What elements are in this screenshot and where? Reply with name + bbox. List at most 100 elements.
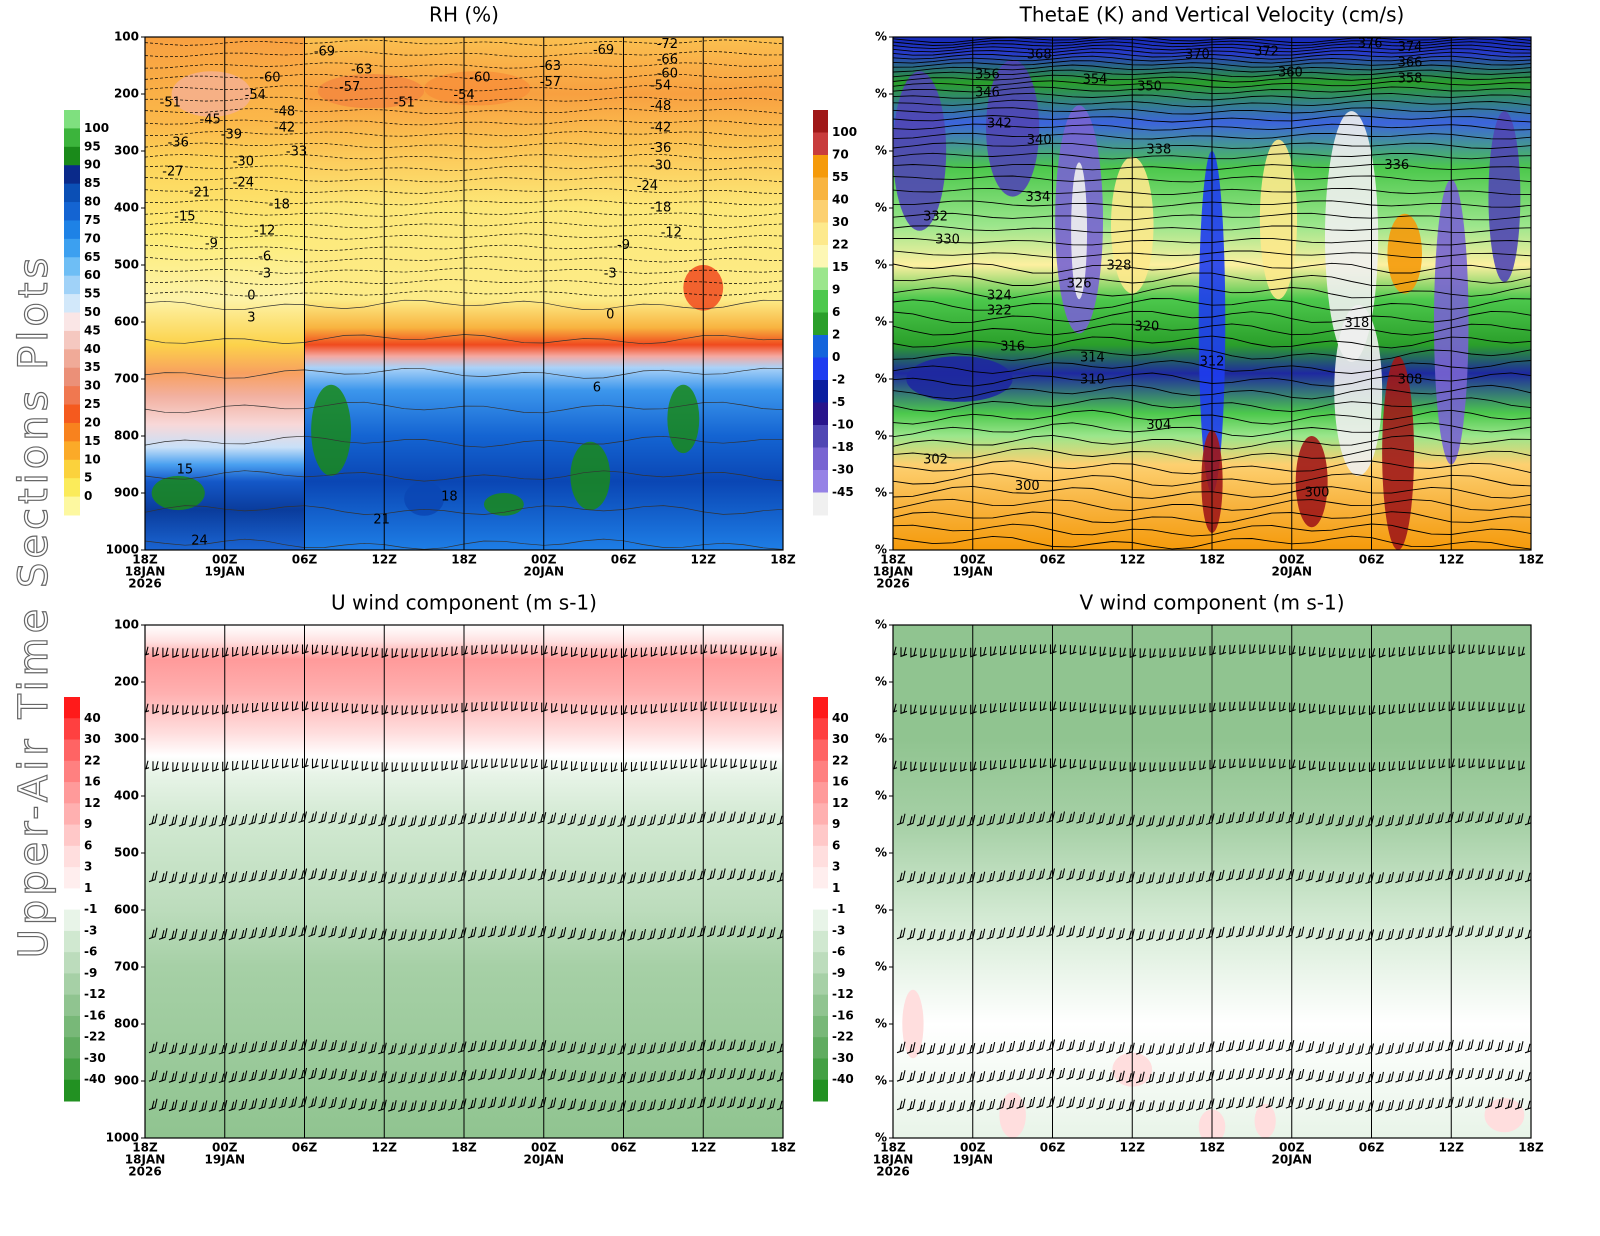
y-tick-label: 500 [114, 846, 139, 860]
x-tick-label: 18Z [770, 1141, 796, 1155]
colorbar-box [64, 146, 80, 166]
contour-label: -60 [259, 71, 280, 86]
colorbar-box [64, 183, 80, 203]
y-tick-label: 700 [114, 960, 139, 974]
contour-label: -69 [314, 44, 335, 59]
colorbar-box [64, 909, 80, 932]
x-tick-label: 12Z [1120, 553, 1146, 567]
x-tick-label: 00Z [531, 1141, 557, 1155]
contour-label: -57 [339, 80, 360, 95]
isotherm [145, 108, 783, 114]
y-tick-label: 300 [114, 144, 139, 158]
x-tick-label: 06Z [1040, 553, 1066, 567]
colorbar-label: 70 [832, 148, 849, 162]
contour-label: -12 [661, 226, 682, 241]
contour-label: 354 [1083, 72, 1108, 87]
wind-barbs [893, 644, 1526, 659]
colorbar-box [813, 132, 828, 156]
contour-label: -72 [657, 37, 678, 52]
contour-label: -48 [274, 105, 295, 120]
y-tick-label: % [875, 846, 887, 860]
colorbar-box [64, 845, 80, 868]
x-date-label: 18JAN [125, 565, 166, 579]
contour-label: -36 [650, 141, 671, 156]
x-tick-label: 18Z [1518, 553, 1544, 567]
contour-label: -18 [269, 198, 290, 213]
chart-title: RH (%) [429, 3, 499, 27]
colorbar-box [813, 200, 828, 223]
y-tick-label: % [875, 1017, 887, 1031]
y-tick-label: 900 [114, 1074, 139, 1088]
colorbar-box [64, 760, 80, 783]
contour-label: -9 [205, 236, 218, 251]
thetae-region [906, 356, 1013, 402]
colorbar-label: 3 [832, 860, 840, 874]
contour-label: 342 [987, 117, 1012, 132]
contour-label: 0 [247, 288, 255, 303]
y-tick-label: % [875, 618, 887, 632]
isotherm [145, 233, 783, 240]
x-date-label: 20JAN [1272, 565, 1313, 579]
colorbar-box [64, 1079, 80, 1102]
contour-label: 370 [1185, 48, 1210, 63]
colorbar-box [64, 1015, 80, 1038]
v-region [999, 1092, 1026, 1138]
colorbar-label: -9 [832, 966, 845, 980]
colorbar-label: 70 [84, 231, 101, 245]
y-tick-label: % [875, 675, 887, 689]
isotherm [145, 267, 783, 274]
x-date-label: 19JAN [953, 1153, 994, 1167]
x-date-label: 18JAN [873, 1153, 914, 1167]
y-tick-label: 100 [114, 30, 139, 44]
colorbar-box [813, 447, 828, 471]
colorbar-label: 100 [84, 121, 109, 135]
colorbar-label: 16 [84, 775, 101, 789]
x-tick-label: 06Z [1359, 1141, 1385, 1155]
isotherm [145, 73, 783, 80]
colorbar-label: -30 [832, 463, 854, 477]
isotherm [145, 210, 783, 217]
x-date-label: 20JAN [524, 565, 565, 579]
x-tick-label: 18Z [1518, 1141, 1544, 1155]
colorbar-box [64, 952, 80, 974]
colorbar-box [813, 952, 828, 974]
thetae-region [1387, 213, 1423, 294]
contour-label: 366 [1398, 56, 1423, 71]
contour-label: 24 [191, 533, 208, 548]
x-tick-label: 00Z [212, 1141, 238, 1155]
y-tick-label: % [875, 144, 887, 158]
y-tick-label: % [875, 372, 887, 386]
rh-region [317, 74, 425, 109]
contour-label: -51 [160, 96, 181, 111]
rh-region [151, 475, 205, 511]
y-tick-label: 800 [114, 1017, 139, 1031]
contour-label: -57 [540, 75, 561, 90]
x-date-label: 20JAN [1272, 1153, 1313, 1167]
colorbar-box [813, 718, 828, 741]
thetae-region [1259, 139, 1298, 300]
contour-label: 326 [1067, 276, 1092, 291]
colorbar-box [64, 238, 80, 258]
colorbar-box [64, 312, 80, 332]
y-tick-label: % [875, 30, 887, 44]
x-tick-label: 06Z [292, 553, 318, 567]
colorbar-label: 6 [84, 838, 92, 852]
colorbar-box [64, 441, 80, 461]
page-title: Upper-Air Time Sections Plots [11, 254, 57, 959]
x-tick-label: 06Z [1040, 1141, 1066, 1155]
colorbar-box [813, 867, 828, 889]
rh-region [424, 71, 531, 106]
colorbar-box [813, 380, 828, 403]
x-tick-label: 18Z [880, 553, 906, 567]
isotherm [145, 199, 783, 206]
colorbar-label: 55 [84, 287, 101, 301]
x-tick-label: 00Z [1279, 1141, 1305, 1155]
contour-label: 316 [1000, 340, 1025, 355]
colorbar-label: -10 [832, 418, 854, 432]
colorbar-label: 2 [832, 328, 840, 342]
x-date-label: 2026 [128, 577, 161, 591]
rh-region [570, 441, 611, 511]
isotherm [145, 154, 783, 160]
colorbar-label: -6 [84, 945, 97, 959]
contour-label: 3 [247, 311, 255, 326]
